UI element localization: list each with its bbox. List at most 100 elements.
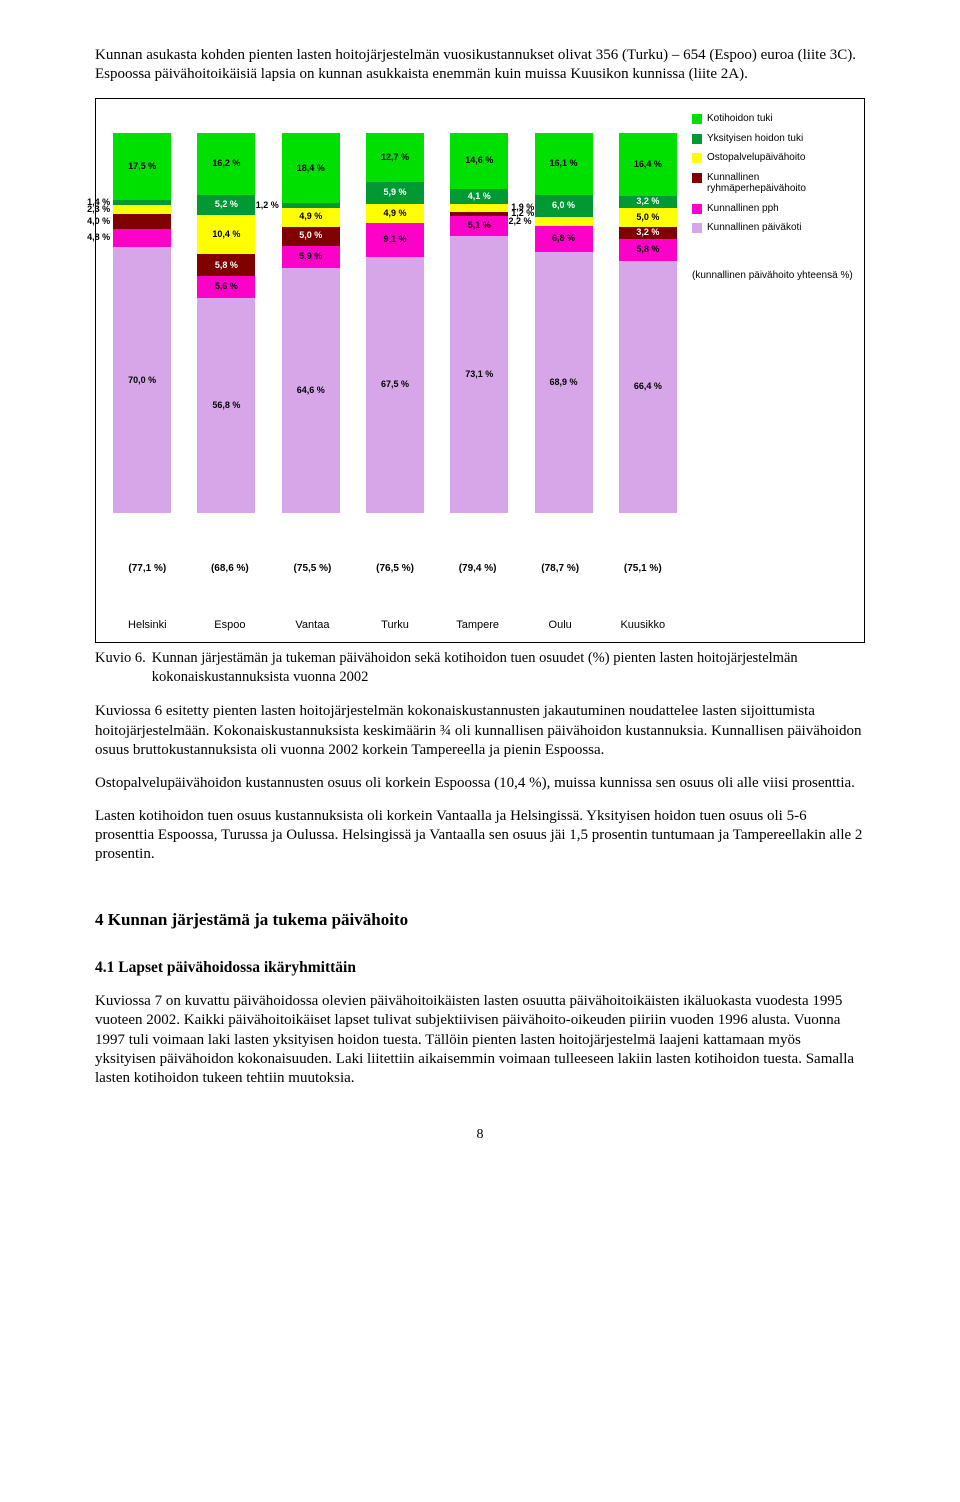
segment-value-label: 4,9 % xyxy=(299,211,322,223)
segment-value-label: 4,1 % xyxy=(468,191,491,203)
segment-value-label: 4,9 % xyxy=(383,208,406,220)
legend-label: Kunnallinen ryhmäperhepäivähoito xyxy=(707,172,854,195)
segment-value-label: 68,9 % xyxy=(550,377,578,389)
bar-segment: 4,9 % xyxy=(366,204,424,223)
chart-legend: Kotihoidon tuki Yksityisen hoidon tuki Ost… xyxy=(684,113,854,282)
segment-value-label: 2,2 % xyxy=(509,216,535,228)
segment-value-label: 5,8 % xyxy=(215,260,238,272)
segment-value-label: 18,4 % xyxy=(297,163,325,175)
bar-column: 18,4 %1,2 %4,9 %5,0 %5,9 %64,6 % xyxy=(275,133,347,513)
segment-value-label: 5,6 % xyxy=(215,281,238,293)
bar-segment: 5,2 % xyxy=(197,195,255,215)
section-4-1-heading: 4.1 Lapset päivähoidossa ikäryhmittäin xyxy=(95,958,865,978)
stacked-bar: 12,7 % 5,9 % 4,9 % 9,1 % 67,5 % xyxy=(366,133,424,513)
stacked-bar: 18,4 %1,2 %4,9 %5,0 %5,9 %64,6 % xyxy=(282,133,340,513)
segment-value-label: 16,1 % xyxy=(550,158,578,170)
segment-value-label: 73,1 % xyxy=(465,369,493,381)
bar-segment: 16,1 % xyxy=(535,133,593,194)
segment-value-label: 2,3 % xyxy=(87,204,113,216)
bar-segment: 70,0 % xyxy=(113,247,171,513)
segment-value-label: 66,4 % xyxy=(634,381,662,393)
segment-value-label: 4,0 % xyxy=(87,216,113,228)
caption-text: Kunnan järjestämän ja tukeman päivähoido… xyxy=(152,649,865,686)
segment-value-label: 6,8 % xyxy=(552,233,575,245)
legend-item: Ostopalvelupäivähoito xyxy=(692,152,854,164)
bar-segment: 16,4 % xyxy=(619,133,677,195)
segment-value-label: 9,1 % xyxy=(383,234,406,246)
segment-value-label: 5,9 % xyxy=(299,251,322,263)
segment-value-label: 5,9 % xyxy=(383,187,406,199)
bar-segment: 67,5 % xyxy=(366,257,424,513)
kunnallinen-yhteensa-value: (79,4 %) xyxy=(436,563,519,576)
segment-value-label: 5,0 % xyxy=(299,230,322,242)
segment-value-label: 5,1 % xyxy=(468,220,491,232)
segment-value-label: 70,0 % xyxy=(128,375,156,387)
segment-value-label: 64,6 % xyxy=(297,385,325,397)
stacked-bars-area: 17,5 %1,4 %2,3 %4,0 %4,8 %70,0 % 16,2 % 5,… xyxy=(106,113,684,513)
legend-item: Kotihoidon tuki xyxy=(692,113,854,125)
stacked-bar: 14,6 %4,1 %1,9 %1,2 %5,1 %73,1 % xyxy=(450,133,508,513)
bar-segment: 17,5 % xyxy=(113,133,171,200)
bar-column: 16,4 %3,2 %5,0 %3,2 %5,8 %66,4 % xyxy=(612,133,684,513)
segment-value-label: 17,5 % xyxy=(128,161,156,173)
x-axis-label: Kuusikko xyxy=(601,618,684,632)
segment-value-label: 3,2 % xyxy=(636,227,659,239)
stacked-bar: 17,5 %1,4 %2,3 %4,0 %4,8 %70,0 % xyxy=(113,133,171,513)
legend-label: Ostopalvelupäivähoito xyxy=(707,152,805,164)
bar-column: 17,5 %1,4 %2,3 %4,0 %4,8 %70,0 % xyxy=(106,133,178,513)
x-axis-label: Tampere xyxy=(436,618,519,632)
legend-item: Kunnallinen pph xyxy=(692,203,854,215)
bar-segment: 5,6 % xyxy=(197,276,255,297)
legend-label: Kunnallinen pph xyxy=(707,203,779,215)
kunnallinen-yhteensa-value: (76,5 %) xyxy=(354,563,437,576)
legend-extra-note: (kunnallinen päivähoito yhteensä %) xyxy=(692,270,854,282)
legend-swatch xyxy=(692,114,702,124)
bar-segment: 5,8 % xyxy=(197,254,255,276)
legend-label: Kotihoidon tuki xyxy=(707,113,773,125)
bar-segment: 14,6 % xyxy=(450,133,508,188)
segment-value-label: 16,2 % xyxy=(212,158,240,170)
section-4-heading: 4 Kunnan järjestämä ja tukema päivähoito xyxy=(95,909,865,931)
segment-value-label: 67,5 % xyxy=(381,379,409,391)
kunnallinen-yhteensa-value: (77,1 %) xyxy=(106,563,189,576)
bar-segment: 5,1 % xyxy=(450,216,508,235)
bar-segment: 1,9 % xyxy=(450,204,508,211)
bar-segment: 64,6 % xyxy=(282,268,340,513)
bar-column: 16,2 %5,2 %10,4 %5,8 %5,6 %56,8 % xyxy=(190,133,262,513)
bar-column: 16,1 % 6,0 % 2,2 % 6,8 % 68,9 % xyxy=(527,133,599,513)
bar-column: 14,6 %4,1 %1,9 %1,2 %5,1 %73,1 % xyxy=(443,133,515,513)
bar-segment: 4,0 % xyxy=(113,214,171,229)
bar-segment: 4,9 % xyxy=(282,208,340,227)
legend-label: Yksityisen hoidon tuki xyxy=(707,133,803,145)
x-axis-label: Oulu xyxy=(519,618,602,632)
bar-segment: 68,9 % xyxy=(535,252,593,514)
bar-segment: 10,4 % xyxy=(197,215,255,255)
caption-label: Kuvio 6. xyxy=(95,649,152,686)
bar-segment: 16,2 % xyxy=(197,133,255,195)
legend-swatch xyxy=(692,134,702,144)
bar-segment: 12,7 % xyxy=(366,133,424,181)
bar-segment: 2,3 % xyxy=(113,205,171,214)
bar-segment: 2,2 % xyxy=(535,217,593,225)
segment-value-label: 6,0 % xyxy=(552,200,575,212)
figure-6-chart: 17,5 %1,4 %2,3 %4,0 %4,8 %70,0 % 16,2 % 5,… xyxy=(95,98,865,643)
bar-segment: 73,1 % xyxy=(450,236,508,514)
kunnallinen-yhteensa-value: (68,6 %) xyxy=(189,563,272,576)
bar-segment: 5,8 % xyxy=(619,239,677,261)
bar-segment: 5,9 % xyxy=(366,182,424,204)
stacked-bar: 16,4 %3,2 %5,0 %3,2 %5,8 %66,4 % xyxy=(619,133,677,513)
legend-swatch xyxy=(692,223,702,233)
x-axis-label: Vantaa xyxy=(271,618,354,632)
segment-value-label: 12,7 % xyxy=(381,152,409,164)
bar-segment: 6,0 % xyxy=(535,195,593,218)
segment-value-label: 14,6 % xyxy=(465,155,493,167)
legend-swatch xyxy=(692,204,702,214)
x-axis-label: Helsinki xyxy=(106,618,189,632)
body-paragraph-4: Lasten kotihoidon tuen osuus kustannuksi… xyxy=(95,807,865,865)
bar-segment: 3,2 % xyxy=(619,196,677,208)
bar-segment: 3,2 % xyxy=(619,227,677,239)
bar-segment: 5,9 % xyxy=(282,246,340,268)
segment-value-label: 5,2 % xyxy=(215,199,238,211)
figure-6-caption: Kuvio 6. Kunnan järjestämän ja tukeman p… xyxy=(95,649,865,686)
intro-paragraph: Kunnan asukasta kohden pienten lasten ho… xyxy=(95,46,865,84)
